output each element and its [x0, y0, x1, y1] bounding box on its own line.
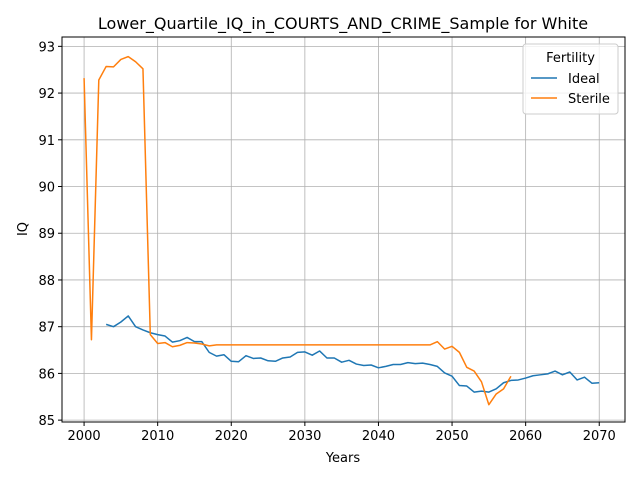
x-tick-label: 2000 [68, 429, 101, 444]
y-axis-label: IQ [16, 222, 31, 236]
y-tick-label: 93 [38, 40, 55, 55]
y-tick-label: 85 [38, 414, 55, 429]
plot-frame [61, 36, 626, 423]
series-line-sterile [83, 55, 512, 406]
y-tick-label: 91 [38, 134, 55, 149]
legend: Fertility Ideal Sterile [522, 43, 619, 115]
chart-title: Lower_Quartile_IQ_in_COURTS_AND_CRIME_Sa… [98, 14, 588, 34]
y-tick-label: 89 [38, 227, 55, 242]
y-tick-label: 92 [38, 87, 55, 102]
legend-label-sterile: Sterile [568, 92, 610, 107]
y-tick-label: 88 [38, 274, 55, 289]
legend-title: Fertility [546, 51, 595, 66]
series-line-ideal [105, 315, 600, 393]
x-tick-label: 2050 [436, 429, 469, 444]
x-tick-label: 2060 [509, 429, 542, 444]
x-tick-label: 2070 [583, 429, 616, 444]
series-lines [83, 55, 600, 406]
x-axis-label: Years [325, 451, 361, 466]
x-tick-label: 2030 [288, 429, 321, 444]
y-tick-label: 86 [38, 367, 55, 382]
x-axis-ticks: 2000 2010 2020 2030 2040 2050 2060 2070 [68, 422, 616, 444]
y-tick-label: 87 [38, 321, 55, 336]
x-tick-label: 2010 [141, 429, 174, 444]
x-tick-label: 2040 [362, 429, 395, 444]
x-tick-label: 2020 [215, 429, 248, 444]
legend-box [522, 43, 619, 115]
legend-label-ideal: Ideal [568, 72, 600, 87]
y-tick-label: 90 [38, 181, 55, 196]
y-axis-ticks: 85 86 87 88 89 90 91 92 93 [38, 40, 62, 429]
